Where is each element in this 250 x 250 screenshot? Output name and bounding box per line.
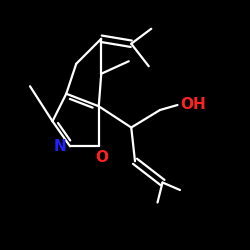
Text: O: O [95, 150, 108, 165]
Text: OH: OH [180, 98, 206, 112]
Text: N: N [54, 139, 66, 154]
